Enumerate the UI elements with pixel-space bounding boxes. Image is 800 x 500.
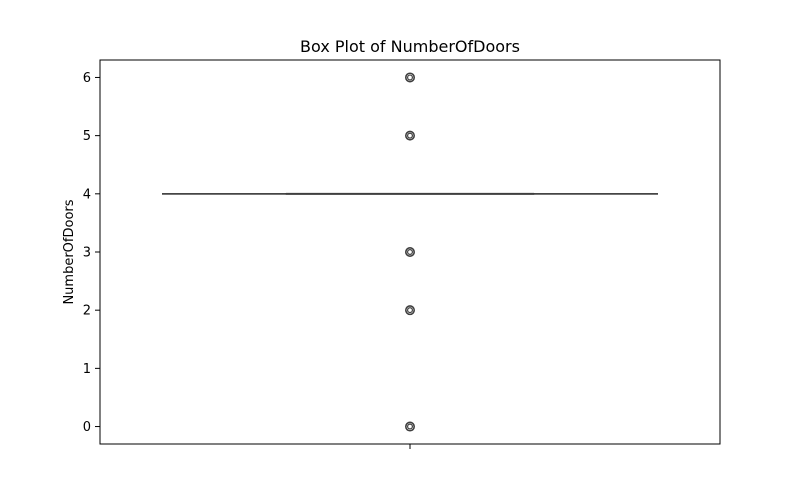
outlier-point-overlap bbox=[407, 423, 414, 430]
chart-title: Box Plot of NumberOfDoors bbox=[300, 37, 520, 56]
y-tick-label: 3 bbox=[83, 246, 91, 261]
outlier-point-overlap bbox=[407, 249, 414, 256]
y-tick-label: 5 bbox=[83, 129, 91, 144]
outlier-point-overlap bbox=[407, 307, 414, 314]
outlier-point-overlap bbox=[407, 74, 414, 81]
y-axis-label: NumberOfDoors bbox=[62, 199, 77, 304]
outlier-point bbox=[404, 247, 415, 258]
y-tick-label: 6 bbox=[83, 71, 91, 86]
y-tick-label: 0 bbox=[83, 420, 91, 435]
outlier-point bbox=[404, 421, 415, 432]
y-axis: 0 1 2 3 4 5 6 bbox=[83, 71, 100, 435]
y-tick-label: 1 bbox=[83, 362, 91, 377]
outlier-point-overlap bbox=[407, 132, 414, 139]
outlier-points bbox=[404, 72, 415, 432]
y-tick-label: 2 bbox=[83, 304, 91, 319]
outlier-point bbox=[404, 72, 415, 83]
y-tick-label: 4 bbox=[83, 187, 91, 202]
outlier-point bbox=[404, 130, 415, 141]
outlier-point bbox=[404, 305, 415, 316]
